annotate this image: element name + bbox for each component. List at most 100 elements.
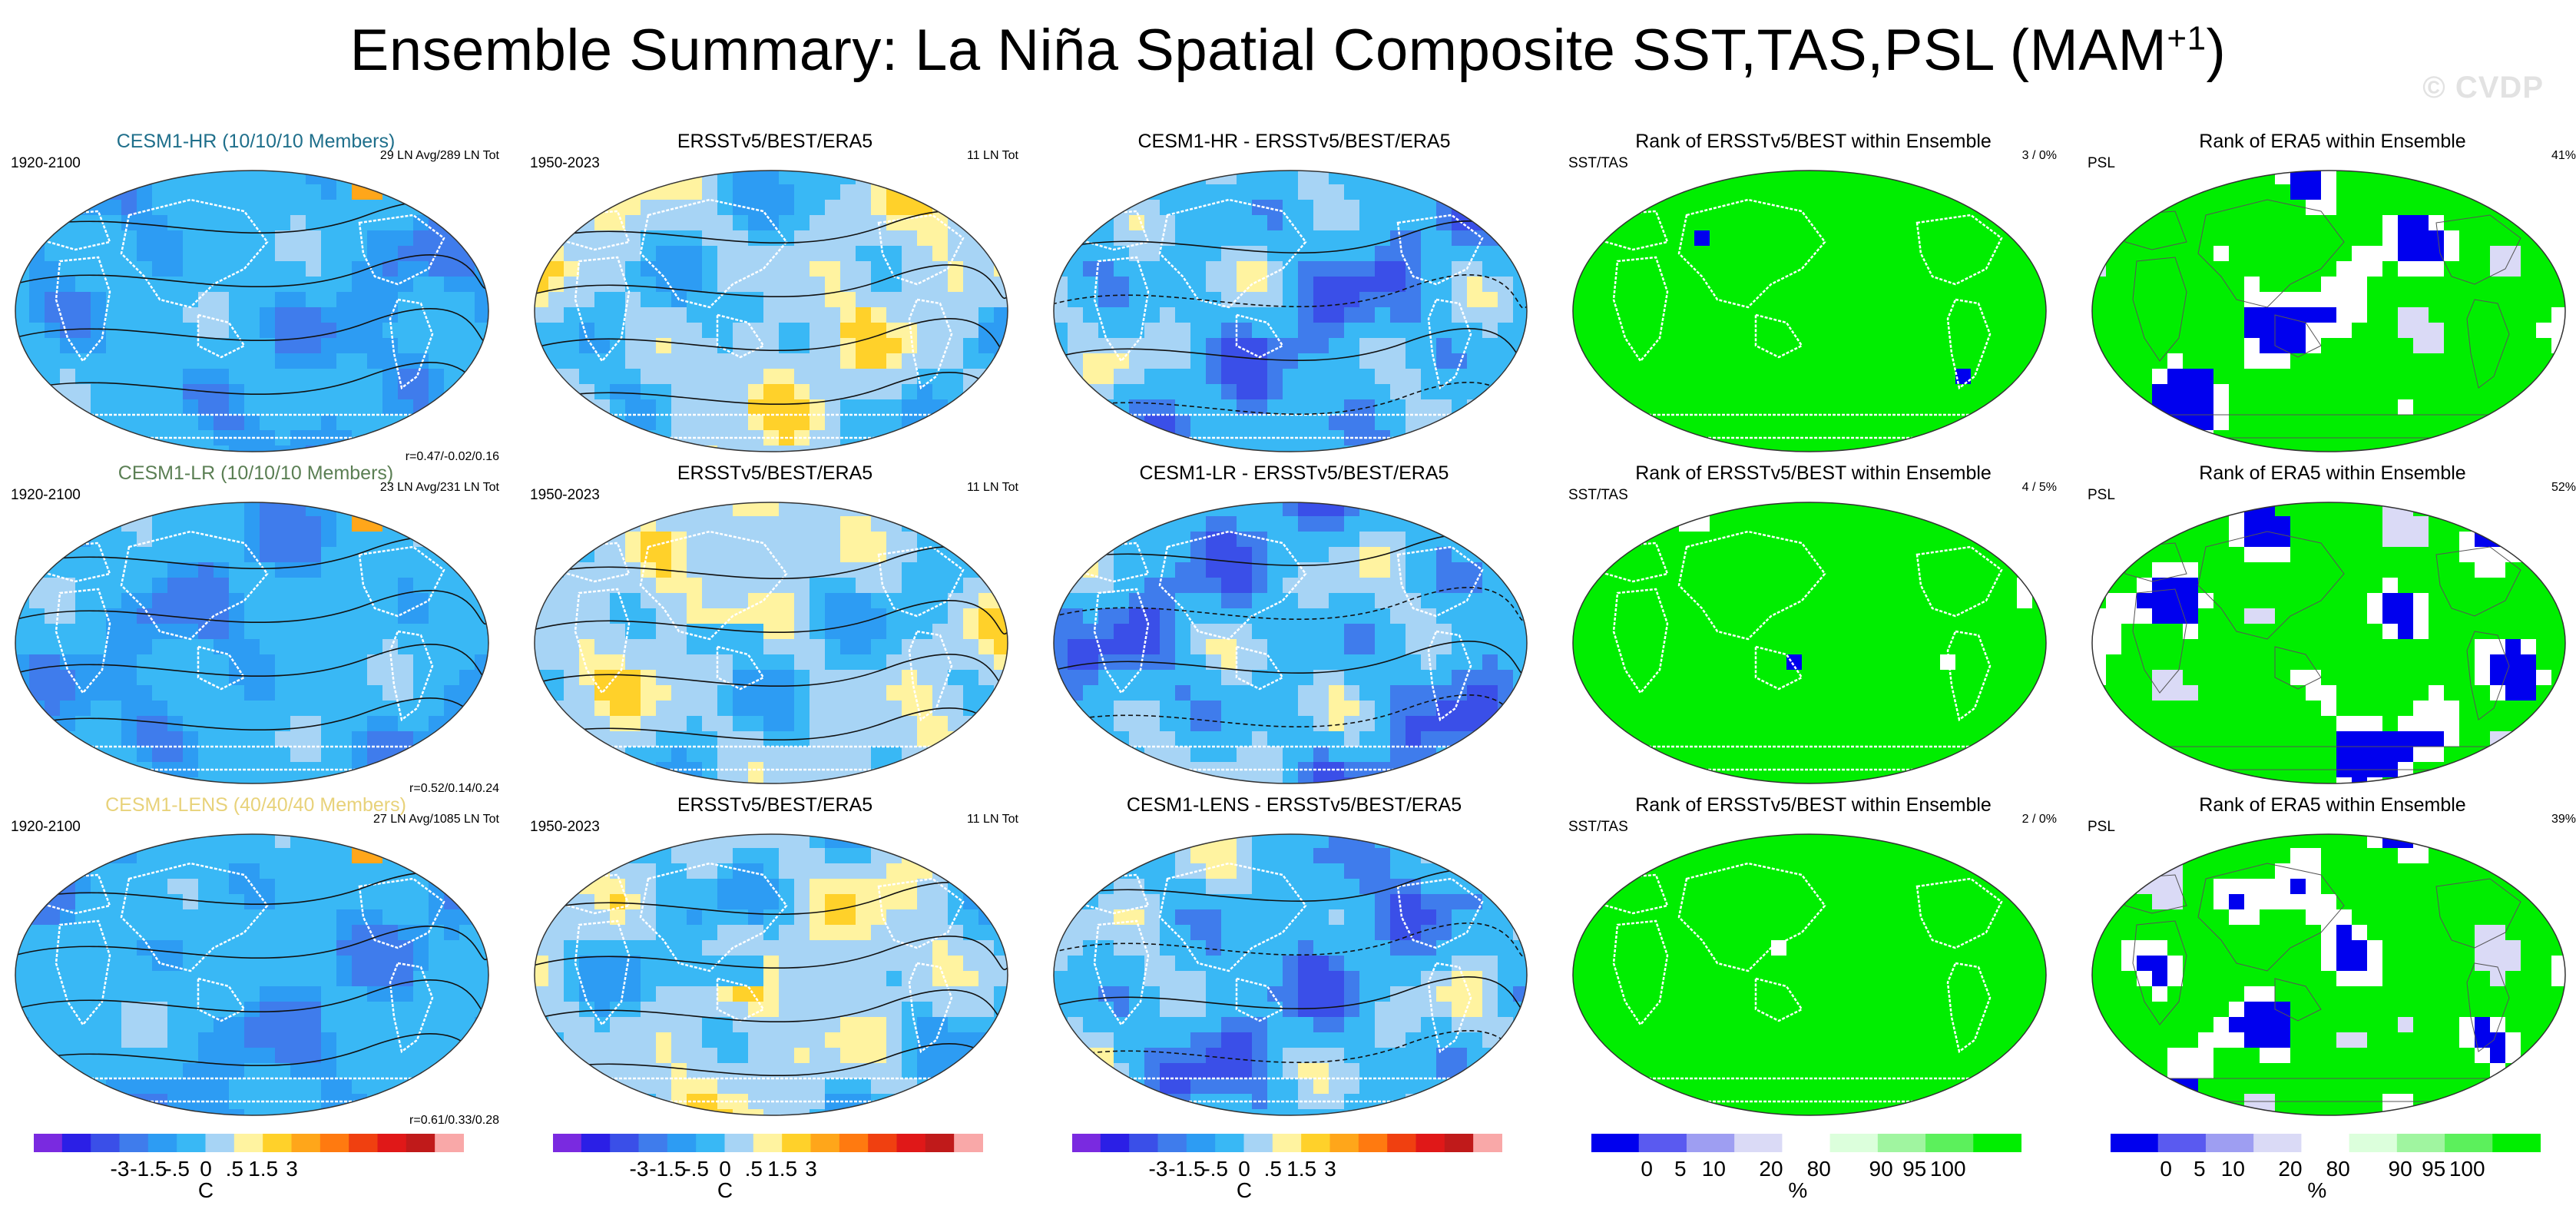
field-cell (306, 1048, 321, 1063)
field-cell (352, 1017, 367, 1032)
field-cell (535, 430, 548, 446)
field-cell (198, 593, 214, 608)
field-cell (1436, 1063, 1452, 1078)
field-cell (367, 1048, 382, 1063)
field-cell (840, 1048, 856, 1063)
field-cell (2137, 747, 2152, 762)
field-cell (2475, 940, 2490, 956)
field-cell (398, 516, 413, 532)
field-cell (840, 1017, 856, 1032)
field-cell (840, 1109, 856, 1115)
colorbar-swatch (1272, 1133, 1303, 1153)
field-cell (594, 353, 610, 369)
field-cell (579, 1002, 594, 1017)
field-cell (932, 762, 948, 777)
field-cell (763, 731, 779, 747)
field-cell (1160, 1094, 1175, 1109)
field-cell (1175, 353, 1190, 369)
field-cell (810, 624, 825, 639)
field-cell (60, 909, 75, 925)
field-cell (535, 230, 548, 246)
field-cell (137, 338, 152, 353)
field-cell (275, 323, 290, 338)
colorbar-swatch (1591, 1133, 1640, 1153)
field-cell (1221, 369, 1237, 384)
field-cell (2444, 716, 2459, 731)
field-cell (610, 1094, 625, 1109)
field-cell (15, 863, 29, 879)
field-cell (1359, 415, 1375, 430)
field-cell (475, 307, 488, 323)
field-cell (978, 925, 994, 940)
panel-title: Rank of ERA5 within Ensemble (2199, 462, 2466, 484)
field-cell (2260, 1048, 2275, 1063)
field-cell (290, 516, 306, 532)
colorbar-swatch (810, 1133, 840, 1153)
field-cell (260, 547, 275, 562)
field-cell (444, 215, 459, 230)
field-cell (2260, 353, 2275, 369)
field-cell (2336, 925, 2352, 940)
field-cell (1237, 547, 1252, 562)
field-cell (1313, 261, 1329, 277)
field-cell (459, 215, 475, 230)
field-cell (244, 863, 260, 879)
field-cell (2429, 716, 2444, 731)
field-cell (1406, 608, 1421, 624)
field-cell (91, 415, 106, 430)
colorbar-tick-label: 0 (200, 1157, 212, 1181)
map-border (15, 833, 489, 1116)
field-cell (763, 608, 779, 624)
field-cell (367, 909, 382, 925)
field-cell (535, 184, 548, 200)
field-cell (1313, 307, 1329, 323)
field-cell (382, 670, 398, 685)
field-cell (886, 685, 902, 701)
field-cell (825, 654, 840, 670)
field-cell (1206, 1048, 1221, 1063)
field-cell (687, 940, 702, 956)
colorbar-tick-label: 10 (1701, 1157, 1726, 1181)
field-cell (535, 578, 548, 593)
field-cell (2244, 1032, 2260, 1048)
field-cell (1498, 277, 1513, 292)
field-cell (1344, 848, 1359, 863)
field-cell (444, 747, 459, 762)
field-cell (1175, 685, 1190, 701)
field-cell (2367, 731, 2382, 747)
field-cell (229, 307, 244, 323)
field-cell (29, 307, 45, 323)
field-cell (917, 834, 932, 848)
field-cell (290, 246, 306, 261)
field-cell (2152, 879, 2167, 894)
field-cell (1252, 654, 1267, 670)
field-cell (367, 747, 382, 762)
field-cell (260, 608, 275, 624)
field-cell (1221, 848, 1237, 863)
field-cell (871, 184, 886, 200)
field-cell (810, 925, 825, 940)
field-cell (2429, 230, 2444, 246)
panel-count-label: 11 LN Tot (966, 149, 1018, 162)
field-cell (75, 777, 91, 783)
field-cell (535, 747, 548, 762)
field-cell (641, 261, 656, 277)
field-cell (779, 171, 794, 184)
field-cell (2275, 1017, 2290, 1032)
field-cell (902, 384, 917, 399)
field-cell (15, 971, 29, 986)
field-cell (106, 608, 121, 624)
field-cell (321, 446, 336, 452)
panel-period-label: SST/TAS (1568, 155, 1628, 171)
field-cell (886, 430, 902, 446)
field-cell (1406, 384, 1421, 399)
field-cell (535, 1017, 548, 1032)
field-cell (671, 731, 687, 747)
field-cell (871, 277, 886, 292)
field-cell (610, 1109, 625, 1115)
field-cell (75, 578, 91, 593)
field-cell (306, 215, 321, 230)
colorbar-swatch (1829, 1133, 1879, 1153)
field-cell (1452, 184, 1467, 200)
field-cell (152, 731, 167, 747)
